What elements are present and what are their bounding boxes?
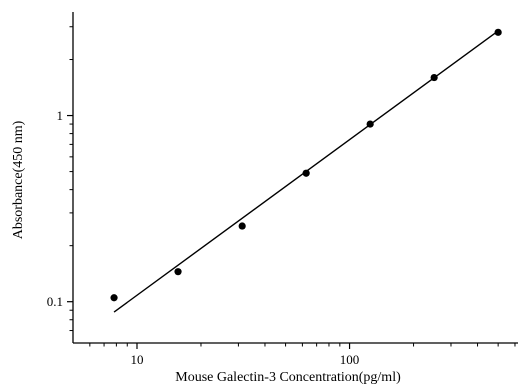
x-tick-label: 100 [340,352,360,367]
data-point [238,222,246,230]
data-point [494,28,502,36]
data-point [174,268,182,276]
y-axis-label: Absorbance(450 nm) [11,120,26,239]
x-tick-label: 10 [130,352,143,367]
data-point [430,73,438,82]
data-point [302,169,310,177]
axes [72,12,518,344]
x-axis-label: Mouse Galectin-3 Concentration(pg/ml) [175,370,401,385]
data-point [110,294,118,302]
y-tick-label: 1 [57,108,64,123]
y-tick-label: 0.1 [47,294,63,309]
ticks: 10 100 0.1 1 [47,26,516,367]
data-points [110,28,502,302]
data-point [366,120,374,128]
